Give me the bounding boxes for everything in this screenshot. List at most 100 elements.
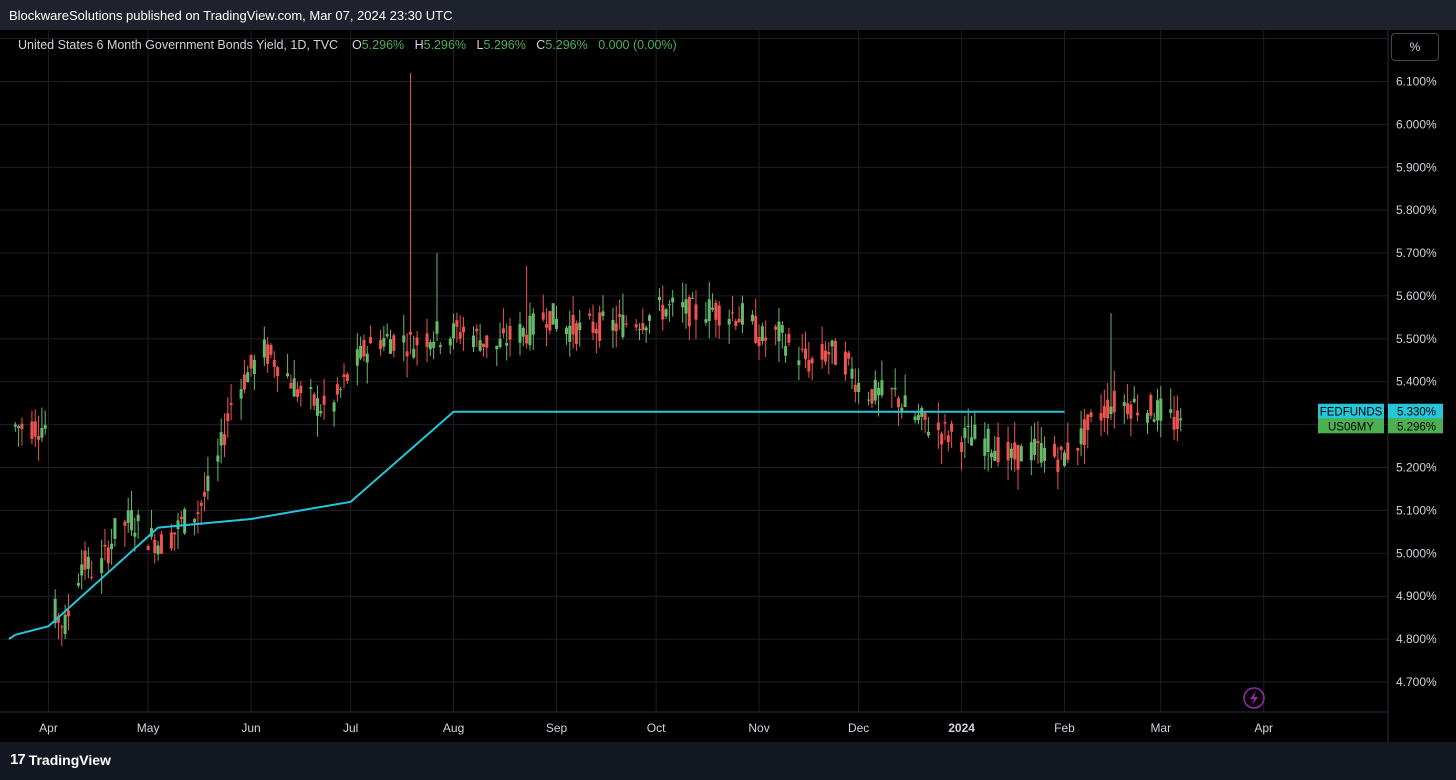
candle-body [276,367,280,377]
candle-body [880,380,884,396]
time-tick-label: 2024 [948,721,975,735]
candle-body [389,339,393,354]
candle-body [691,297,695,299]
legend-close-label: C [536,38,546,52]
candle-body [405,351,409,357]
candle-body [1122,402,1126,407]
candle-body [681,302,685,308]
candle-body [1152,419,1156,422]
candle-body [60,626,64,628]
us06my-name-tag [1318,418,1384,434]
time-tick-label: Jun [241,721,260,735]
candle-body [269,345,273,355]
candle-body [229,403,233,405]
candle-body [714,302,718,320]
candle-body [903,395,907,408]
candle-body [973,424,977,439]
candle-body [435,321,439,334]
us06my-value-tag [1388,418,1443,434]
candle-body [262,339,266,358]
candle-body [1132,398,1136,403]
candle-body [916,414,920,421]
candle-body [319,411,323,414]
candle-body [272,359,276,367]
candle-body [1159,398,1163,421]
candle-body [614,323,618,332]
candle-body [193,518,197,523]
tradingview-logo[interactable]: 17 TradingView [10,751,111,768]
candle-body [986,428,990,452]
candle-body [873,379,877,401]
candle-body [382,338,386,347]
candle-body [1149,394,1153,416]
candle-body [66,610,70,617]
candle-body [830,340,834,347]
candle-body [83,550,87,570]
legend-low-label: L [476,38,484,52]
candle-body [1102,406,1106,418]
candle-body [1106,399,1110,419]
candle-body [528,315,532,346]
candle-body [1109,406,1113,415]
candle-body [53,598,57,624]
candle-body [1066,442,1070,460]
candle-body [43,424,47,429]
candle-body [644,327,648,331]
candle-body [913,416,917,421]
candle-body [624,323,628,325]
candle-body [578,322,582,331]
candle-body [1112,390,1116,413]
chart-area[interactable] [0,30,1456,742]
price-scale-unit-button[interactable]: % [1391,33,1439,61]
candle-body [960,442,964,452]
candle-body [239,389,243,399]
time-tick-label: Nov [748,721,769,735]
candle-body [1059,446,1063,450]
candle-body [335,384,339,395]
candle-body [1006,441,1010,461]
candle-body [369,337,373,344]
candle-body [618,314,622,317]
time-tick-label: Jul [343,721,358,735]
candle-body [501,328,505,334]
candle-body [30,421,34,440]
candle-body [687,296,691,327]
legend-close-value: 5.296% [545,38,588,52]
legend-high-value: 5.296% [423,38,467,52]
candle-body [505,343,509,346]
candle-body [63,614,67,635]
candle-body [312,394,316,406]
candle-body [448,338,452,346]
price-axis: 4.700%4.800%4.900%5.000%5.100%5.200%5.30… [1396,32,1437,689]
candle-body [481,343,485,348]
candle-body [173,532,177,535]
candle-body [1169,409,1173,413]
candle-body [804,348,808,360]
candle-body [222,434,226,446]
candle-body [647,315,651,321]
candle-body [156,545,160,555]
candle-body [896,398,900,408]
candle-body [717,305,721,326]
candle-body [90,576,94,578]
candle-body [757,336,761,347]
candle-body [365,353,369,363]
candle-body [345,374,349,381]
candle-body [847,352,851,359]
time-tick-label: Dec [848,721,869,735]
candle-body [641,323,645,331]
candle-body [787,333,791,343]
price-tick-label: 4.800% [1396,632,1437,646]
candle-body [415,337,419,346]
candle-body [110,543,114,549]
candle-body [252,359,256,375]
fedfunds-name-tag [1318,403,1384,419]
candle-body [926,431,930,436]
candle-body [315,398,319,416]
candle-body [784,346,788,356]
candle-body [455,320,459,327]
candle-body [20,423,24,430]
price-tick-label: 5.700% [1396,246,1437,260]
footer-bar [0,742,1456,780]
